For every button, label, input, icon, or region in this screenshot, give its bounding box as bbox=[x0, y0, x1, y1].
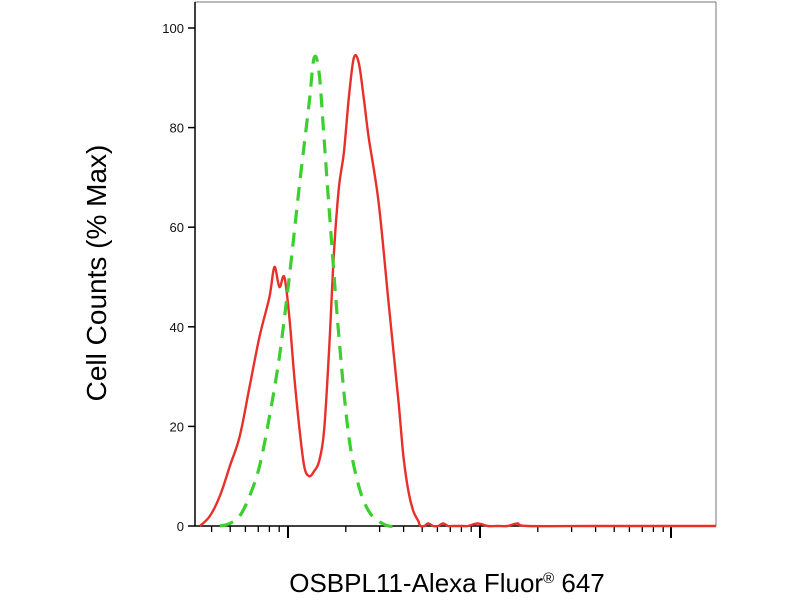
series-line-solid-red bbox=[199, 53, 716, 528]
x-axis-title: OSBPL11-Alexa Fluor® 647 bbox=[289, 568, 605, 598]
x-axis-title-superscript: ® bbox=[543, 570, 554, 587]
y-ticks: 0 20 40 60 80 100 bbox=[162, 21, 195, 534]
y-tick-label: 80 bbox=[170, 121, 184, 136]
y-tick-label: 40 bbox=[170, 320, 184, 335]
y-tick-label: 20 bbox=[170, 419, 184, 434]
y-tick-label: 100 bbox=[162, 21, 184, 36]
y-tick-label: 60 bbox=[170, 220, 184, 235]
series-layer bbox=[199, 53, 716, 528]
y-tick-label: 0 bbox=[177, 519, 184, 534]
x-axis-title-main: OSBPL11-Alexa Fluor bbox=[289, 568, 543, 598]
series-line-dashed-green bbox=[219, 54, 399, 528]
x-axis-title-suffix: 647 bbox=[554, 568, 605, 598]
y-axis-title: Cell Counts (% Max) bbox=[81, 145, 112, 402]
